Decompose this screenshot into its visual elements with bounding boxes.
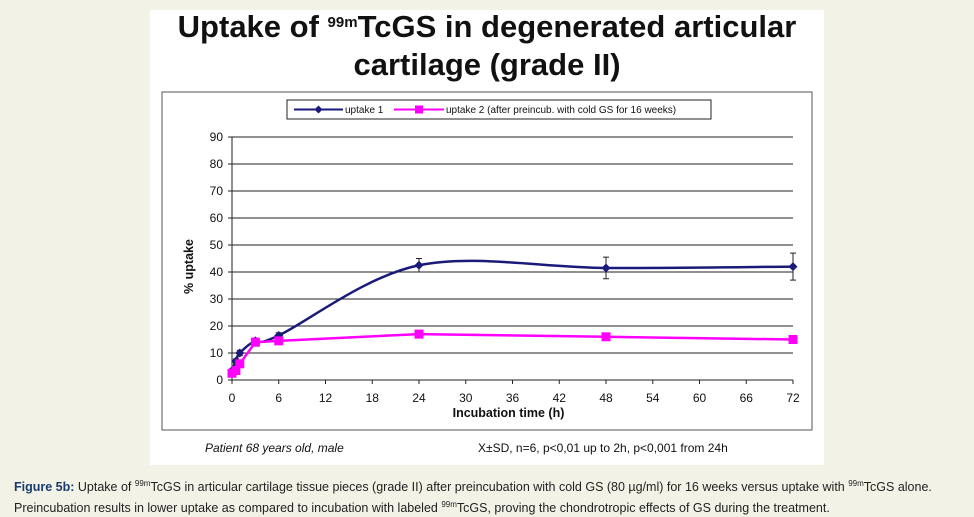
- caption-label: Figure 5b:: [14, 480, 75, 495]
- y-tick-label: 90: [210, 130, 224, 144]
- y-axis-label: % uptake: [182, 239, 196, 294]
- y-tick-label: 80: [210, 157, 224, 171]
- title-part2: TcGS in degenerated articular: [357, 9, 797, 44]
- data-point-series-2: [274, 336, 284, 346]
- legend-label-1: uptake 1: [345, 105, 384, 116]
- data-point-series-2: [601, 332, 611, 342]
- legend-marker-1: [314, 105, 323, 114]
- data-point-series-1: [235, 348, 245, 358]
- y-tick-label: 20: [210, 319, 224, 333]
- series-line-2: [231, 332, 794, 375]
- y-tick-label: 60: [210, 211, 224, 225]
- legend-box: [286, 99, 712, 120]
- caption-sup-2: 99m: [848, 479, 864, 488]
- figure-panel: [150, 10, 824, 465]
- series-line-1: [230, 259, 794, 372]
- data-point-series-1: [414, 260, 424, 270]
- caption-text-2: TcGS in articular cartilage tissue piece…: [150, 480, 849, 495]
- x-tick-label: 72: [786, 391, 800, 405]
- data-point-series-2: [231, 366, 241, 376]
- x-tick-label: 42: [553, 391, 567, 405]
- caption-text-1: Uptake of: [74, 480, 135, 495]
- data-point-series-2: [235, 359, 245, 369]
- data-point-series-1: [601, 263, 611, 273]
- statistics-note: X±SD, n=6, p<0,01 up to 2h, p<0,001 from…: [478, 441, 728, 455]
- y-tick-label: 50: [210, 238, 224, 252]
- caption-sup-3: 99m: [441, 500, 457, 510]
- figure-caption: Figure 5b: Uptake of 99mTcGS in articula…: [14, 475, 964, 517]
- data-point-series-2: [250, 337, 260, 347]
- x-tick-label: 0: [229, 391, 236, 405]
- x-tick-label: 48: [599, 391, 613, 405]
- x-tick-label: 60: [693, 391, 707, 405]
- x-tick-label: 36: [506, 391, 520, 405]
- x-tick-label: 6: [275, 391, 282, 405]
- x-tick-label: 66: [740, 391, 754, 405]
- x-tick-label: 18: [366, 391, 380, 405]
- data-point-series-2: [788, 335, 798, 344]
- x-tick-label: 54: [646, 391, 660, 405]
- chart-title: Uptake of 99mTcGS in degenerated articul…: [0, 8, 974, 84]
- legend-label-2: uptake 2 (after preincub. with cold GS f…: [446, 105, 676, 116]
- patient-note: Patient 68 years old, male: [205, 441, 344, 455]
- title-part1: Uptake of: [177, 9, 319, 44]
- caption-text-4: TcGS, proving the chondrotropic effects …: [456, 501, 830, 516]
- y-tick-label: 0: [216, 373, 223, 387]
- caption-text-3: TcGS alone. Preincubation results in low…: [14, 480, 932, 516]
- title-line2: cartilage (grade II): [353, 47, 621, 82]
- x-tick-label: 12: [319, 391, 333, 405]
- y-tick-label: 70: [210, 184, 224, 198]
- data-point-series-2: [414, 329, 424, 339]
- x-tick-label: 30: [459, 391, 473, 405]
- y-tick-label: 10: [210, 346, 224, 360]
- title-superscript: 99m: [327, 14, 358, 31]
- chart-area-border: [161, 91, 813, 431]
- x-axis-label: Incubation time (h): [453, 406, 565, 420]
- y-tick-label: 40: [210, 265, 224, 279]
- caption-sup-1: 99m: [134, 479, 151, 488]
- data-point-series-1: [788, 262, 798, 272]
- y-tick-label: 30: [210, 292, 224, 306]
- legend-marker-2: [415, 105, 423, 114]
- x-tick-label: 24: [412, 391, 426, 405]
